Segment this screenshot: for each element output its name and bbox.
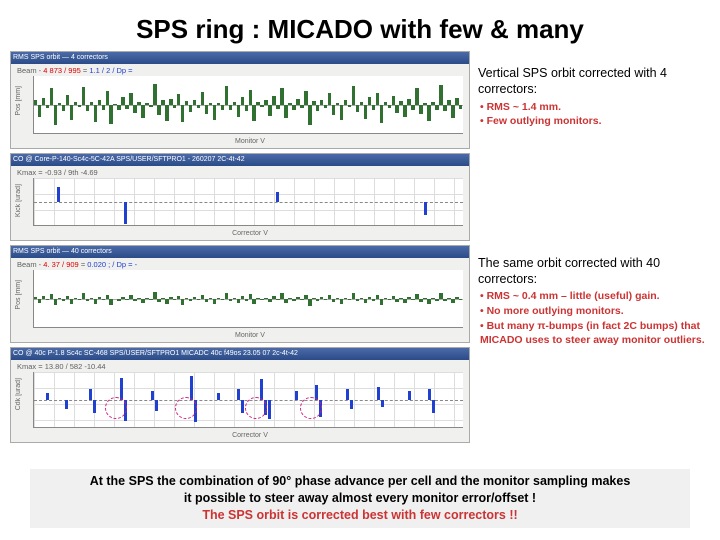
chart4-titlebar: CO @ 40c P-1.8 Sc4c SC-468 SPS/USER/SFTP… [11, 348, 469, 360]
footer-line3: The SPS orbit is corrected best with few… [202, 508, 517, 522]
annot1-bullet-1: • Few outlying monitors. [478, 114, 710, 129]
annot2-bullet-2: • But many π-bumps (in fact 2C bumps) th… [478, 319, 710, 348]
page-title: SPS ring : MICADO with few & many [0, 0, 720, 51]
chart4-plot [33, 372, 463, 428]
chart2-titlebar: CO @ Core-P-140-Sc4c-5C-42A SPS/USER/SFT… [11, 154, 469, 166]
chart1-info-red: 4 873 / 995 [43, 66, 81, 75]
chart1-info-prefix: Beam - [17, 66, 41, 75]
annot1-bullet-0: • RMS ~ 1.4 mm. [478, 100, 710, 115]
chart1-ylabel: Pos [mm] [15, 86, 22, 116]
slide-body: RMS SPS orbit — 4 correctors Beam - 4 87… [0, 51, 720, 443]
chart3-xlabel: Monitor V [31, 332, 469, 342]
annotation-40corr: The same orbit corrected with 40 correct… [478, 255, 710, 348]
chart-orbit-4corr: RMS SPS orbit — 4 correctors Beam - 4 87… [10, 51, 470, 149]
annotation-4corr: Vertical SPS orbit corrected with 4 corr… [478, 65, 710, 129]
annot1-head: Vertical SPS orbit corrected with 4 corr… [478, 65, 710, 98]
chart3-info-prefix: Beam - [17, 260, 43, 269]
chart1-info-blue: 1.1 / 2 / Dp = [89, 66, 132, 75]
annot2-head: The same orbit corrected with 40 correct… [478, 255, 710, 288]
chart2-info-prefix: Kmax = [17, 168, 45, 177]
chart1-xlabel: Monitor V [31, 138, 469, 148]
footer-line1: At the SPS the combination of 90° phase … [90, 474, 631, 488]
chart3-ylabel: Pos [mm] [15, 280, 22, 310]
left-column: RMS SPS orbit — 4 correctors Beam - 4 87… [10, 51, 470, 443]
chart4-info-prefix: Kmax = [17, 362, 45, 371]
chart2-info-val: -0.93 / 9th -4.69 [45, 168, 98, 177]
chart3-info-blue: 0.020 ; / Dp = - [87, 260, 137, 269]
annot2-bullet-1: • No more outlying monitors. [478, 304, 710, 319]
chart-kicks-4corr: CO @ Core-P-140-Sc4c-5C-42A SPS/USER/SFT… [10, 153, 470, 241]
chart-kicks-40corr: CO @ 40c P-1.8 Sc4c SC-468 SPS/USER/SFTP… [10, 347, 470, 443]
chart1-plot [33, 76, 463, 134]
chart1-titlebar: RMS SPS orbit — 4 correctors [11, 52, 469, 64]
chart-orbit-40corr: RMS SPS orbit — 40 correctors Beam - 4. … [10, 245, 470, 343]
chart4-xlabel: Corrector V [31, 432, 469, 442]
right-column: Vertical SPS orbit corrected with 4 corr… [470, 51, 710, 443]
footer-note: At the SPS the combination of 90° phase … [30, 469, 690, 528]
chart1-info: Beam - 4 873 / 995 = 1.1 / 2 / Dp = [11, 64, 469, 76]
chart2-info: Kmax = -0.93 / 9th -4.69 [11, 166, 469, 178]
chart3-plot [33, 270, 463, 328]
chart4-ylabel: Cdk [urad] [15, 378, 22, 410]
chart3-info-red: 4. 37 / 909 [43, 260, 78, 269]
chart3-info: Beam - 4. 37 / 909 = 0.020 ; / Dp = - [11, 258, 469, 270]
chart4-info: Kmax = 13.80 / 582 -10.44 [11, 360, 469, 372]
chart4-info-val: 13.80 / 582 -10.44 [45, 362, 106, 371]
chart2-plot [33, 178, 463, 226]
chart2-xlabel: Corrector V [31, 230, 469, 240]
chart2-ylabel: Kick [urad] [15, 184, 22, 217]
footer-line2: it possible to steer away almost every m… [184, 491, 536, 505]
annot2-bullet-0: • RMS ~ 0.4 mm – little (useful) gain. [478, 289, 710, 304]
chart3-titlebar: RMS SPS orbit — 40 correctors [11, 246, 469, 258]
